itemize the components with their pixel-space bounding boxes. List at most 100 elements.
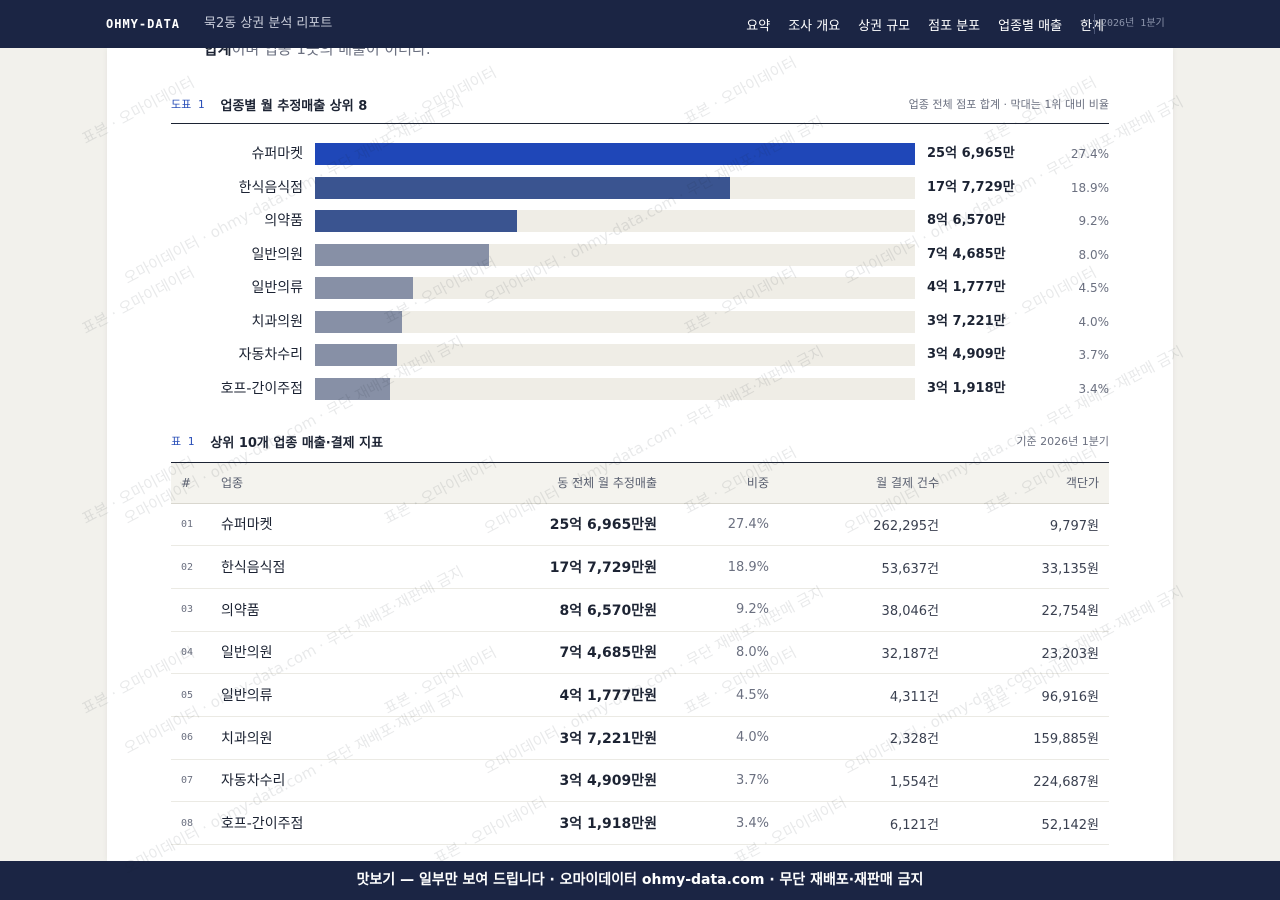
cell-monthly-sales: 25억 6,965만원 bbox=[381, 503, 667, 547]
table-row: 07 자동차수리 3억 4,909만원 3.7% 1,554건 224,687원 bbox=[171, 759, 1109, 803]
nav-link-limitations[interactable]: 한계 bbox=[1080, 18, 1104, 34]
bar-track bbox=[315, 344, 915, 366]
bar-fill bbox=[315, 344, 397, 366]
table-row: 06 치과의원 3억 7,221만원 4.0% 2,328건 159,885원 bbox=[171, 716, 1109, 760]
cell-transactions: 38,046건 bbox=[779, 588, 949, 632]
table-note: 기준 2026년 1분기 bbox=[1016, 435, 1109, 448]
cell-share: 27.4% bbox=[667, 503, 779, 547]
bar-value-label: 3억 4,909만 bbox=[927, 347, 1006, 362]
cell-monthly-sales: 7억 4,685만원 bbox=[381, 631, 667, 675]
sample-footer-banner: 맛보기 — 일부만 보여 드립니다 · 오마이데이터 ohmy-data.com… bbox=[0, 861, 1280, 900]
bar-category-label: 치과의원 bbox=[251, 313, 303, 330]
bar-share-label: 3.4% bbox=[1078, 381, 1110, 396]
figure-title: 업종별 월 추정매출 상위 8 bbox=[220, 98, 368, 114]
cell-share: 18.9% bbox=[667, 545, 779, 589]
column-header-share: 비중 bbox=[667, 463, 779, 504]
bar-track bbox=[315, 243, 915, 266]
cell-transactions: 1,554건 bbox=[779, 759, 949, 803]
cell-industry: 일반의원 bbox=[211, 631, 381, 675]
bar-fill bbox=[315, 210, 518, 232]
bar-share-label: 9.2% bbox=[1078, 214, 1110, 228]
bar-fill bbox=[315, 176, 730, 199]
bar-category-label: 일반의원 bbox=[251, 246, 303, 263]
cell-rank: 02 bbox=[171, 545, 211, 589]
cell-avg-spend: 96,916원 bbox=[949, 673, 1109, 717]
cell-industry: 자동차수리 bbox=[211, 759, 381, 803]
bar-track bbox=[315, 210, 915, 232]
bar-row: 의약품 8억 6,570만 9.2% bbox=[171, 209, 1109, 233]
bar-row: 일반의류 4억 1,777만 4.5% bbox=[171, 276, 1109, 300]
cell-transactions: 6,121건 bbox=[779, 801, 949, 845]
table-rule bbox=[171, 462, 1109, 463]
table-row: 02 한식음식점 17억 7,729만원 18.9% 53,637건 33,135원 bbox=[171, 545, 1109, 589]
bar-share-label: 4.5% bbox=[1078, 281, 1110, 295]
cell-industry: 치과의원 bbox=[211, 716, 381, 760]
nav-link-summary[interactable]: 요약 bbox=[746, 18, 771, 34]
cell-share: 8.0% bbox=[667, 631, 779, 675]
cell-monthly-sales: 17억 7,729만원 bbox=[381, 545, 667, 589]
cell-share: 9.2% bbox=[667, 588, 779, 632]
table-header-row: # 업종 동 전체 월 추정매출 비중 월 결제 건수 객단가 bbox=[171, 463, 1109, 504]
column-header-industry: 업종 bbox=[211, 463, 381, 504]
bar-value-label: 17억 7,729만 bbox=[927, 179, 1015, 195]
table-row: 03 의약품 8억 6,570만원 9.2% 38,046건 22,754원 bbox=[171, 588, 1109, 632]
column-header-avg-spend: 객단가 bbox=[949, 463, 1109, 504]
cell-avg-spend: 23,203원 bbox=[949, 631, 1109, 675]
cell-avg-spend: 159,885원 bbox=[949, 716, 1109, 760]
cell-industry: 슈퍼마켓 bbox=[211, 503, 381, 547]
bar-row: 슈퍼마켓 25억 6,965만 27.4% bbox=[171, 142, 1109, 166]
nav-link-store-distribution[interactable]: 점포 분포 bbox=[928, 18, 981, 34]
top-navigation-bar: OHMY-DATA 묵2동 상권 분석 리포트 요약 조사 개요 상권 규모 점… bbox=[0, 0, 1280, 48]
bar-track bbox=[315, 377, 915, 400]
brand-logo[interactable]: OHMY-DATA bbox=[106, 17, 181, 31]
bar-category-label: 자동차수리 bbox=[238, 347, 303, 363]
cell-transactions: 262,295건 bbox=[779, 503, 949, 547]
intro-bold: 합계 bbox=[204, 48, 232, 58]
bar-fill bbox=[315, 143, 915, 165]
cell-industry: 호프-간이주점 bbox=[211, 801, 381, 845]
bar-row: 치과의원 3억 7,221만 4.0% bbox=[171, 310, 1109, 334]
bar-value-label: 4억 1,777만 bbox=[927, 280, 1006, 295]
cell-transactions: 53,637건 bbox=[779, 545, 949, 589]
table-row: 08 호프-간이주점 3억 1,918만원 3.4% 6,121건 52,142원 bbox=[171, 801, 1109, 845]
cell-rank: 05 bbox=[171, 673, 211, 717]
cell-industry: 의약품 bbox=[211, 588, 381, 632]
cell-monthly-sales: 3억 7,221만원 bbox=[381, 716, 667, 760]
column-header-transactions: 월 결제 건수 bbox=[779, 463, 949, 504]
bar-row: 호프-간이주점 3억 1,918만 3.4% bbox=[171, 377, 1109, 401]
bar-share-label: 8.0% bbox=[1078, 247, 1110, 262]
bar-fill bbox=[315, 310, 402, 333]
cell-share: 4.0% bbox=[667, 716, 779, 760]
cell-rank: 07 bbox=[171, 759, 211, 803]
bar-track bbox=[315, 277, 915, 299]
nav-link-survey-overview[interactable]: 조사 개요 bbox=[788, 18, 841, 34]
cell-monthly-sales: 8억 6,570만원 bbox=[381, 588, 667, 632]
column-header-rank: # bbox=[171, 463, 211, 504]
nav-link-market-size[interactable]: 상권 규모 bbox=[858, 18, 911, 34]
intro-text: 합계이며 업종 1곳의 매출이 이러다. bbox=[204, 48, 431, 59]
cell-monthly-sales: 4억 1,777만원 bbox=[381, 673, 667, 717]
nav-link-sales-by-industry[interactable]: 업종별 매출 bbox=[998, 18, 1063, 34]
report-title: 묵2동 상권 분석 리포트 bbox=[204, 16, 333, 31]
section-nav: 요약 조사 개요 상권 규모 점포 분포 업종별 매출 한계 bbox=[746, 0, 1104, 48]
table-row: 05 일반의류 4억 1,777만원 4.5% 4,311건 96,916원 bbox=[171, 673, 1109, 717]
bar-category-label: 한식음식점 bbox=[238, 179, 303, 196]
cell-monthly-sales: 3억 1,918만원 bbox=[381, 801, 667, 845]
bar-category-label: 일반의류 bbox=[251, 280, 303, 296]
cell-avg-spend: 33,135원 bbox=[949, 545, 1109, 589]
cell-share: 3.7% bbox=[667, 759, 779, 803]
table-header: 표 1 상위 10개 업종 매출·결제 지표 기준 2026년 1분기 bbox=[171, 430, 1109, 452]
bar-track bbox=[315, 143, 915, 165]
bar-fill bbox=[315, 243, 490, 266]
cell-rank: 08 bbox=[171, 801, 211, 845]
figure-rule bbox=[171, 123, 1109, 124]
bar-value-label: 25억 6,965만 bbox=[927, 146, 1015, 161]
table-tag: 표 1 bbox=[171, 435, 195, 448]
bar-value-label: 3억 1,918만 bbox=[927, 380, 1006, 396]
bar-row: 자동차수리 3억 4,909만 3.7% bbox=[171, 343, 1109, 367]
table-body: 01 슈퍼마켓 25억 6,965만원 27.4% 262,295건 9,797원 02 한식… bbox=[171, 503, 1109, 845]
bar-value-label: 7억 4,685만 bbox=[927, 246, 1006, 262]
figure-note: 업종 전체 점포 합계 · 막대는 1위 대비 비율 bbox=[908, 98, 1109, 111]
cell-industry: 일반의류 bbox=[211, 673, 381, 717]
bar-share-label: 4.0% bbox=[1078, 314, 1110, 329]
